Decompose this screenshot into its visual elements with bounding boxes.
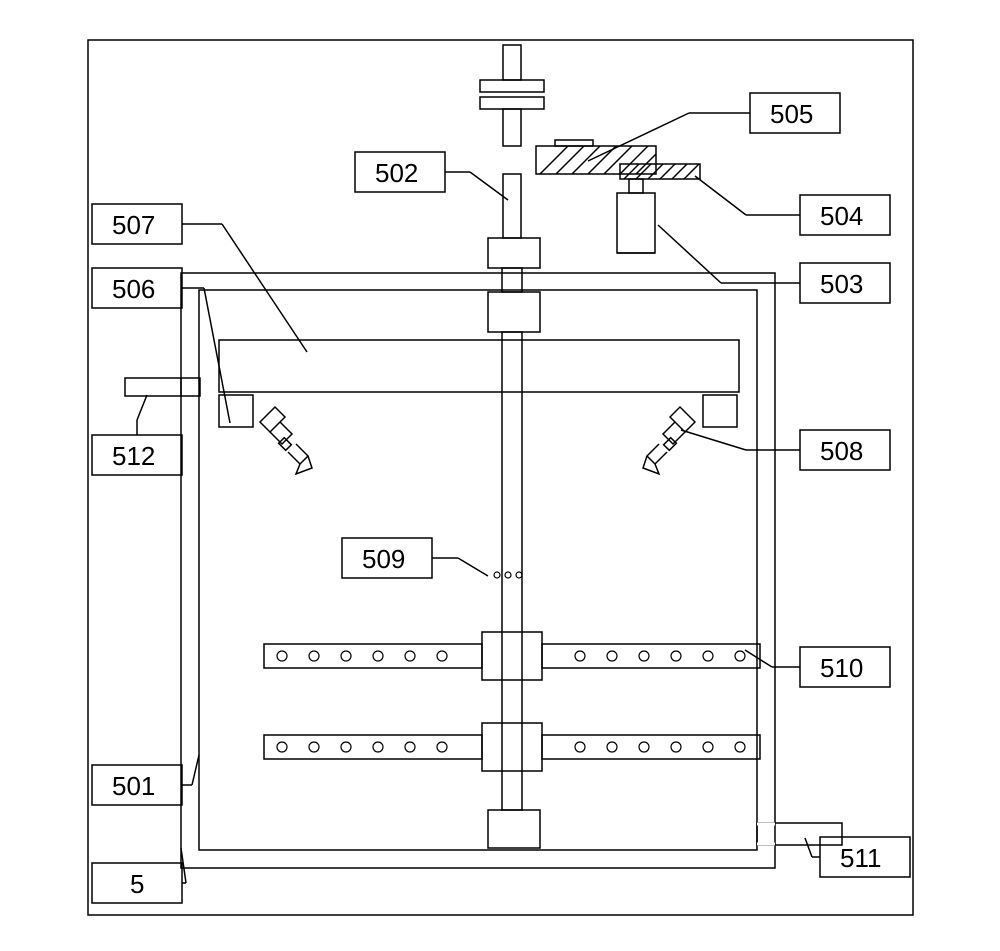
- shaft-tank-entry: [502, 268, 522, 292]
- outlet-pipe-511: [757, 823, 842, 845]
- shaft-mid1: [503, 174, 521, 238]
- shaft-collar-tank: [488, 292, 540, 332]
- label-507-text: 507: [112, 210, 155, 240]
- mixer-arm-lower: [264, 723, 760, 771]
- label-506: 506: [92, 268, 230, 423]
- shaft-collar-upper: [488, 238, 540, 268]
- label-510: 510: [745, 647, 890, 687]
- shaft-hole-509-1: [494, 572, 500, 578]
- motor-assembly: [617, 164, 700, 253]
- label-501-text: 501: [112, 771, 155, 801]
- label-511: 511: [805, 837, 910, 877]
- label-502-text: 502: [375, 158, 418, 188]
- label-509: 509: [342, 538, 488, 578]
- label-506-text: 506: [112, 274, 155, 304]
- technical-diagram-svg: 505 502 504 507: [0, 0, 1000, 951]
- label-509-text: 509: [362, 544, 405, 574]
- label-512: 512: [92, 395, 182, 475]
- label-505-text: 505: [770, 99, 813, 129]
- inlet-pipe-512: [125, 378, 200, 396]
- bracket-506-left: [219, 395, 253, 427]
- coupling-ring-1: [480, 80, 544, 92]
- label-511-text: 511: [840, 843, 881, 873]
- bracket-506-right: [703, 395, 737, 427]
- label-5: 5: [92, 848, 186, 903]
- nozzle-508-right: [643, 407, 695, 474]
- label-5-text: 5: [130, 869, 144, 899]
- label-502: 502: [355, 152, 508, 200]
- label-504-text: 504: [820, 201, 863, 231]
- shaft-main: [502, 332, 522, 810]
- label-503: 503: [658, 225, 890, 303]
- label-501: 501: [92, 755, 199, 805]
- label-504: 504: [695, 176, 890, 235]
- nozzle-508-left: [260, 407, 312, 474]
- label-503-text: 503: [820, 269, 863, 299]
- label-508-text: 508: [820, 436, 863, 466]
- shaft-hole-509-2: [505, 572, 511, 578]
- diagram-container: 505 502 504 507: [0, 0, 1000, 951]
- label-510-text: 510: [820, 653, 863, 683]
- shaft-upper: [503, 109, 521, 146]
- outer-frame: [88, 40, 913, 915]
- label-508: 508: [681, 430, 890, 470]
- coupling-ring-2: [480, 97, 544, 109]
- pipe-manifold-507: [219, 340, 739, 392]
- shaft-top: [503, 45, 521, 80]
- shaft-base: [488, 810, 540, 848]
- label-512-text: 512: [112, 441, 155, 471]
- label-505: 505: [588, 93, 840, 161]
- shaft-hole-509-3: [516, 572, 522, 578]
- mixer-arm-upper: [264, 632, 760, 680]
